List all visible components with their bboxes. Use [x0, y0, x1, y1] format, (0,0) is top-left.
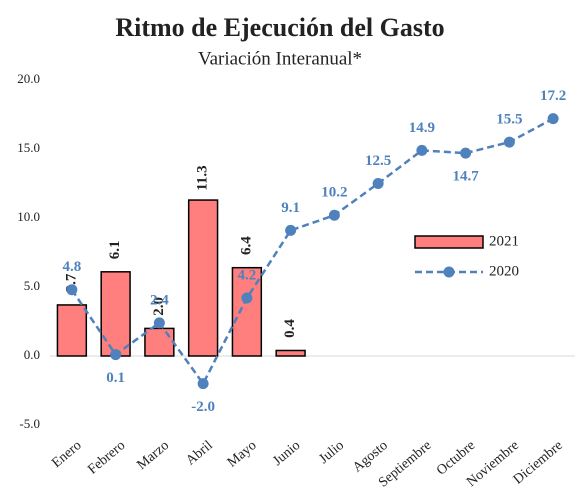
point-label: 14.7: [453, 169, 480, 185]
point: [328, 209, 340, 221]
legend-swatch: [443, 266, 455, 278]
point-label: 9.1: [281, 200, 300, 216]
point: [372, 178, 384, 189]
point: [66, 284, 78, 296]
point: [416, 144, 428, 156]
y-tick-label: 15.0: [17, 140, 40, 155]
point-label: 14.9: [409, 120, 435, 136]
x-tick-label: Mayo: [225, 438, 260, 470]
x-tick-label: Febrero: [85, 438, 128, 477]
chart-subtitle: Variación Interanual*: [198, 48, 362, 69]
point-label: 12.5: [365, 153, 391, 169]
point: [153, 317, 165, 329]
bar-label: 0.4: [282, 319, 298, 338]
line: [70, 117, 554, 386]
point-label: 15.5: [496, 112, 522, 128]
point-label: 2.4: [150, 292, 169, 308]
x-tick-label: Julio: [317, 438, 348, 467]
x-tick-label: Agosto: [350, 438, 391, 475]
y-tick-label: 0.0: [24, 347, 40, 362]
x-tick-label: Junio: [270, 438, 303, 469]
point: [503, 136, 515, 148]
x-tick-label: Enero: [49, 438, 84, 471]
point-label: 10.2: [321, 185, 347, 201]
bar: [187, 199, 219, 357]
legend-swatch: [414, 235, 484, 249]
legend-label: 2020: [489, 263, 519, 279]
point: [460, 147, 472, 159]
y-tick-label: 5.0: [24, 278, 40, 293]
bar: [275, 349, 306, 357]
bar-label: 6.1: [107, 240, 123, 259]
y-tick-label: 20.0: [17, 71, 40, 86]
bar-label: 2.0: [151, 297, 167, 316]
bar: [100, 271, 131, 357]
y-tick-label: 10.0: [17, 209, 40, 224]
point-label: 17.2: [540, 88, 566, 104]
bar-label: 6.4: [238, 236, 254, 255]
x-tick-label: Diciembre: [511, 438, 566, 487]
point: [241, 292, 253, 304]
point: [547, 113, 559, 125]
point-label: 0.1: [106, 370, 125, 386]
y-tick-label: -5.0: [19, 416, 40, 431]
point-label: 4.8: [63, 259, 82, 275]
point: [285, 224, 297, 236]
x-tick-label: Marzo: [134, 438, 172, 473]
bar: [144, 327, 175, 357]
point: [110, 349, 122, 361]
point-label: 4.2: [238, 267, 257, 283]
x-tick-label: Abril: [183, 438, 215, 469]
bar-label: 11.3: [195, 165, 211, 190]
legend-label: 2021: [489, 233, 519, 249]
bar: [56, 304, 88, 357]
point-label: -2.0: [191, 399, 215, 415]
chart-title: Ritmo de Ejecución del Gasto: [115, 13, 444, 42]
point: [197, 378, 209, 390]
